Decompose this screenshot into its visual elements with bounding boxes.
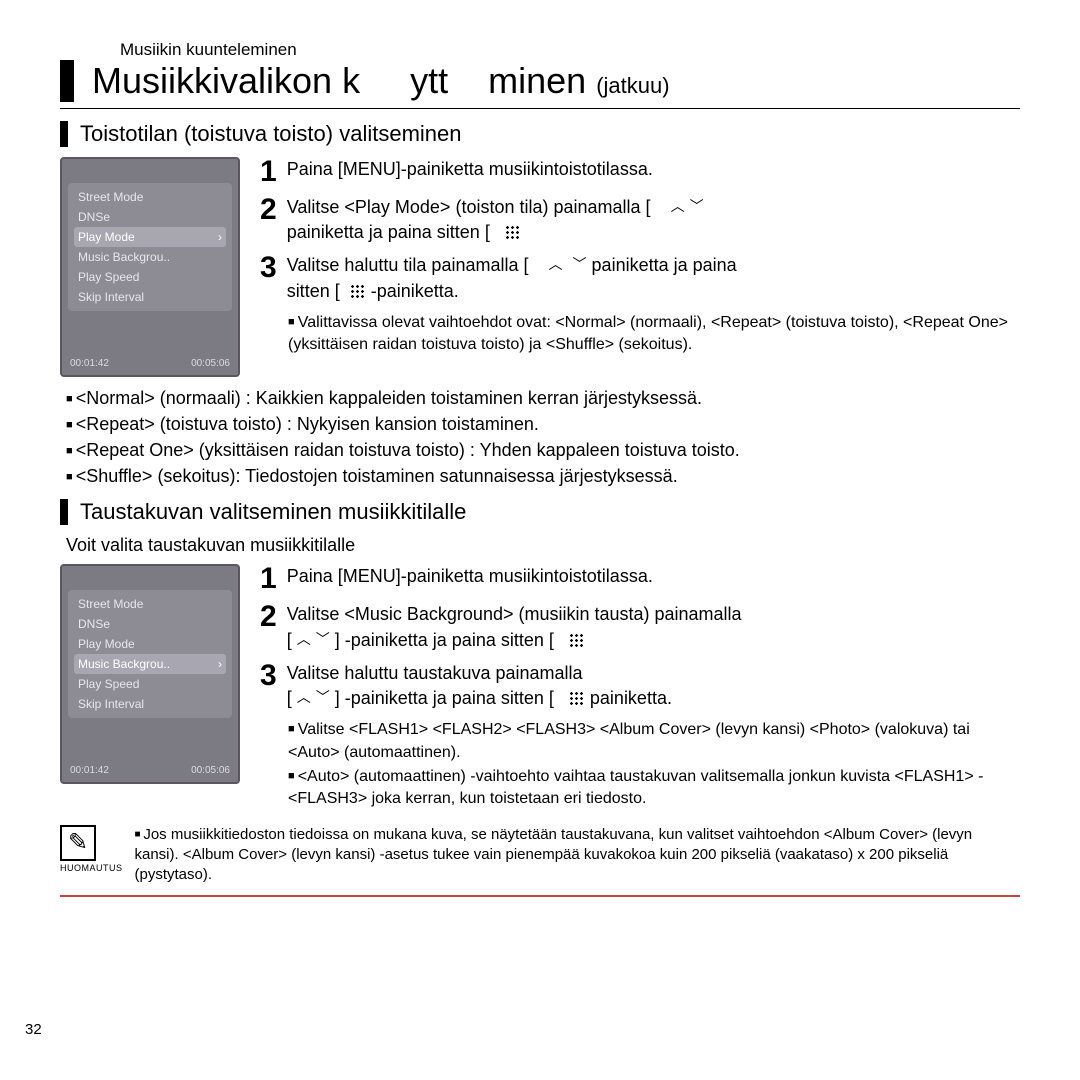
step-2-text: Valitse <Play Mode> (toiston tila) paina… bbox=[287, 195, 704, 245]
chevron-down-icon: ﹀ bbox=[316, 631, 330, 647]
section-1-title: Toistotilan (toistuva toisto) valitsemin… bbox=[60, 121, 1020, 147]
step-1-text: Paina [MENU]-painiketta musiikintoistoti… bbox=[287, 157, 653, 182]
chevron-up-icon: ︿ bbox=[671, 198, 685, 214]
step-1-num: 1 bbox=[260, 157, 277, 187]
separator bbox=[60, 108, 1020, 109]
device-screenshot-1: Street ModeDNSePlay Mode›Music Backgrou.… bbox=[60, 157, 240, 377]
step-1-num: 1 bbox=[260, 564, 277, 594]
footer-rule bbox=[60, 895, 1020, 897]
step-2-text: Valitse <Music Background> (musiikin tau… bbox=[287, 602, 742, 652]
step-3-text: Valitse haluttu tila painamalla [ ︿ ﹀ pa… bbox=[287, 253, 737, 303]
breadcrumb: Musiikin kuunteleminen bbox=[120, 40, 1020, 60]
page-number: 32 bbox=[25, 1021, 42, 1038]
sub-bullet: <Auto> (automaattinen) -vaihtoehto vaiht… bbox=[288, 766, 1020, 811]
chevron-up-icon: ︿ bbox=[297, 631, 311, 647]
section-2-intro: Voit valita taustakuvan musiikkitilalle bbox=[66, 535, 1020, 556]
chevron-down-icon: ﹀ bbox=[690, 198, 704, 214]
sub-bullet: Valittavissa olevat vaihtoehdot ovat: <N… bbox=[288, 312, 1020, 357]
title-part-2: ytt bbox=[410, 60, 448, 101]
title-suffix: (jatkuu) bbox=[596, 73, 669, 98]
note-icon: ✎ bbox=[60, 825, 96, 861]
sub-bullet: Valitse <FLASH1> <FLASH2> <FLASH3> <Albu… bbox=[288, 719, 1020, 764]
time-elapsed: 00:01:42 bbox=[70, 765, 109, 776]
title-part-1: Musiikkivalikon k bbox=[92, 60, 360, 101]
step-2-num: 2 bbox=[260, 602, 277, 632]
select-icon bbox=[569, 691, 585, 705]
bullet-repeat-one: <Repeat One> (yksittäisen raidan toistuv… bbox=[66, 437, 1020, 463]
select-icon bbox=[569, 633, 585, 647]
time-elapsed: 00:01:42 bbox=[70, 358, 109, 369]
bullet-shuffle: <Shuffle> (sekoitus): Tiedostojen toista… bbox=[66, 463, 1020, 489]
chevron-down-icon: ﹀ bbox=[573, 256, 587, 272]
chevron-up-icon: ︿ bbox=[549, 256, 563, 272]
step-3-text: Valitse haluttu taustakuva painamalla [ … bbox=[287, 661, 672, 711]
note-text: Jos musiikkitiedoston tiedoissa on mukan… bbox=[135, 825, 1021, 886]
time-total: 00:05:06 bbox=[191, 765, 230, 776]
device-screenshot-2: Street ModeDNSePlay ModeMusic Backgrou..… bbox=[60, 564, 240, 784]
step-2-num: 2 bbox=[260, 195, 277, 225]
select-icon bbox=[505, 225, 521, 239]
select-icon bbox=[350, 284, 366, 298]
bullet-normal: <Normal> (normaali) : Kaikkien kappaleid… bbox=[66, 385, 1020, 411]
time-total: 00:05:06 bbox=[191, 358, 230, 369]
step-1-text: Paina [MENU]-painiketta musiikintoistoti… bbox=[287, 564, 653, 589]
chevron-up-icon: ︿ bbox=[297, 689, 311, 705]
title-part-3: minen bbox=[488, 60, 586, 101]
chevron-down-icon: ﹀ bbox=[316, 689, 330, 705]
bullet-repeat: <Repeat> (toistuva toisto) : Nykyisen ka… bbox=[66, 411, 1020, 437]
page-title: Musiikkivalikon k ytt minen (jatkuu) bbox=[60, 60, 1020, 102]
step-3-num: 3 bbox=[260, 661, 277, 691]
note-label: HUOMAUTUS bbox=[60, 863, 123, 873]
step-3-num: 3 bbox=[260, 253, 277, 283]
section-2-title: Taustakuvan valitseminen musiikkitilalle bbox=[60, 499, 1020, 525]
